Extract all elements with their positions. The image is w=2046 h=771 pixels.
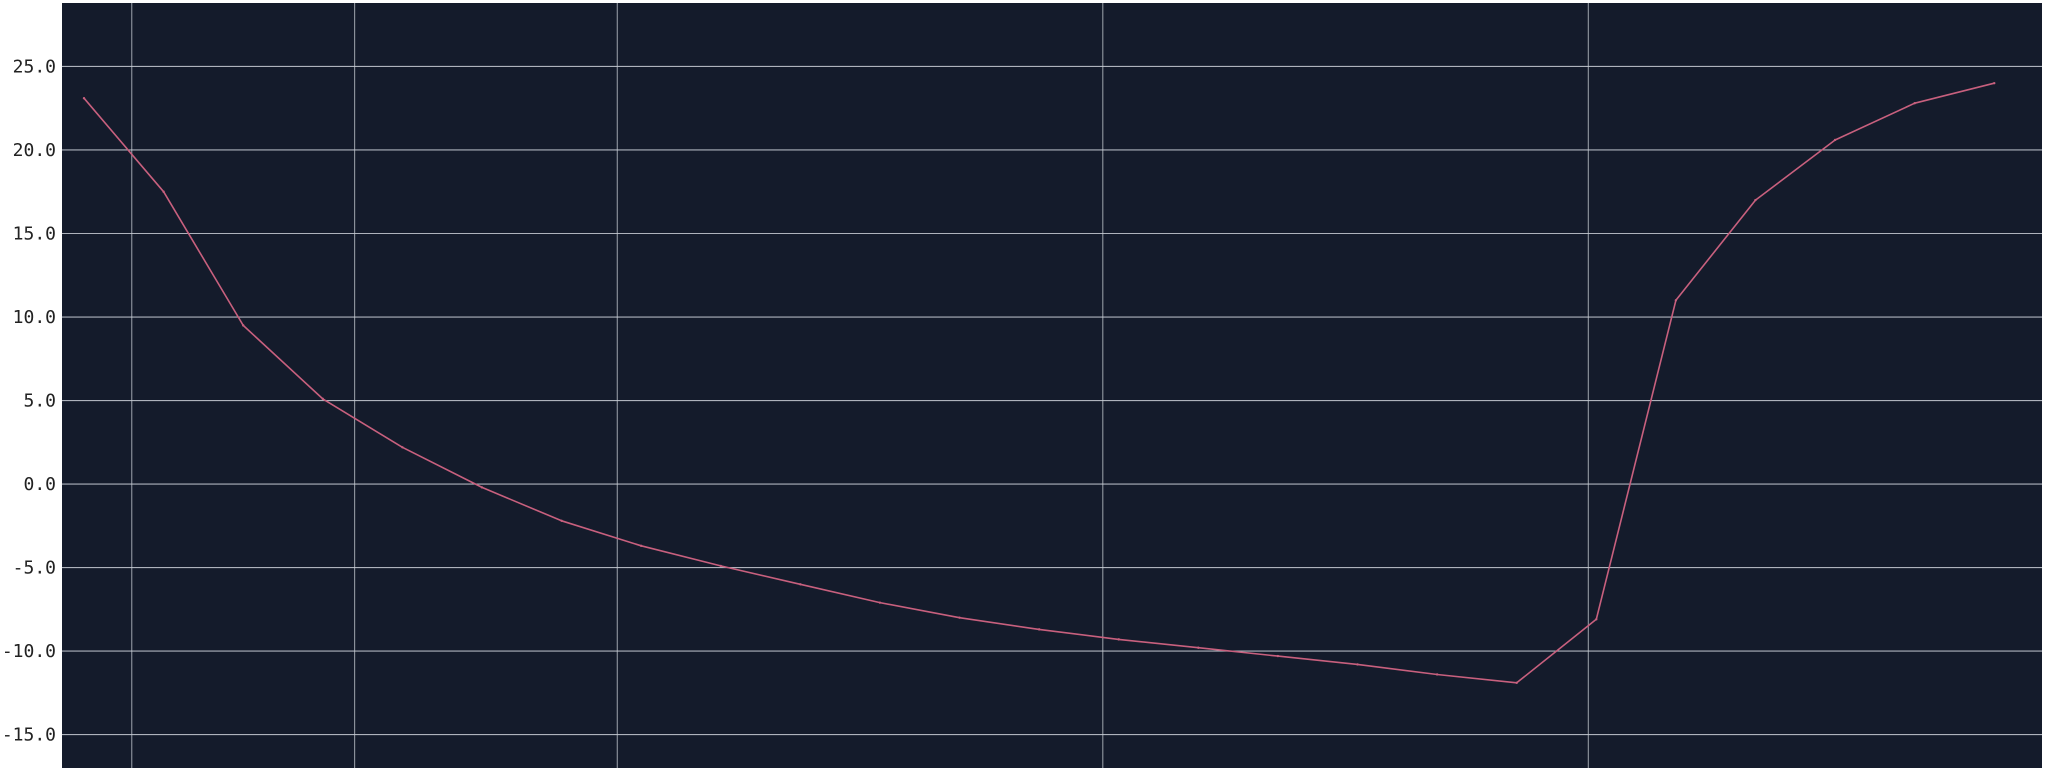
data-point bbox=[162, 190, 165, 193]
grid-layer bbox=[62, 3, 2042, 768]
y-tick-label: 5.0 bbox=[23, 391, 56, 412]
data-point bbox=[639, 544, 643, 548]
data-point bbox=[1435, 673, 1439, 676]
data-point bbox=[1913, 102, 1916, 105]
data-point bbox=[878, 601, 882, 604]
y-tick-label: -10.0 bbox=[2, 641, 56, 662]
y-tick-label: 0.0 bbox=[23, 474, 56, 495]
data-point bbox=[1356, 663, 1359, 666]
data-point bbox=[1595, 618, 1598, 621]
y-axis-ticks: 25.0 20.0 15.0 10.0 5.0 0.0 -5.0 -10.0 -15.0 bbox=[2, 56, 56, 745]
y-tick-label: 25.0 bbox=[13, 56, 56, 77]
data-point bbox=[1037, 628, 1041, 631]
data-point bbox=[401, 446, 404, 449]
data-point bbox=[719, 564, 722, 568]
data-point bbox=[1117, 638, 1120, 641]
data-point bbox=[321, 397, 324, 401]
data-point bbox=[1515, 681, 1518, 685]
series-layer bbox=[82, 81, 1996, 685]
data-point bbox=[799, 583, 802, 586]
data-point bbox=[1754, 198, 1757, 202]
data-point bbox=[1276, 654, 1280, 658]
data-point bbox=[1197, 646, 1200, 649]
data-point bbox=[958, 616, 961, 619]
y-tick-label: -5.0 bbox=[13, 558, 56, 579]
data-point bbox=[1993, 81, 1996, 85]
y-tick-label: -15.0 bbox=[2, 725, 56, 746]
data-point bbox=[82, 97, 86, 100]
data-point bbox=[1833, 138, 1837, 142]
data-point bbox=[560, 519, 563, 522]
data-point bbox=[241, 324, 245, 327]
plot-area bbox=[62, 3, 2042, 768]
y-tick-label: 10.0 bbox=[13, 307, 56, 328]
data-point bbox=[1674, 299, 1678, 302]
data-point bbox=[480, 486, 484, 489]
y-tick-label: 20.0 bbox=[13, 140, 56, 161]
y-tick-label: 15.0 bbox=[13, 224, 56, 245]
